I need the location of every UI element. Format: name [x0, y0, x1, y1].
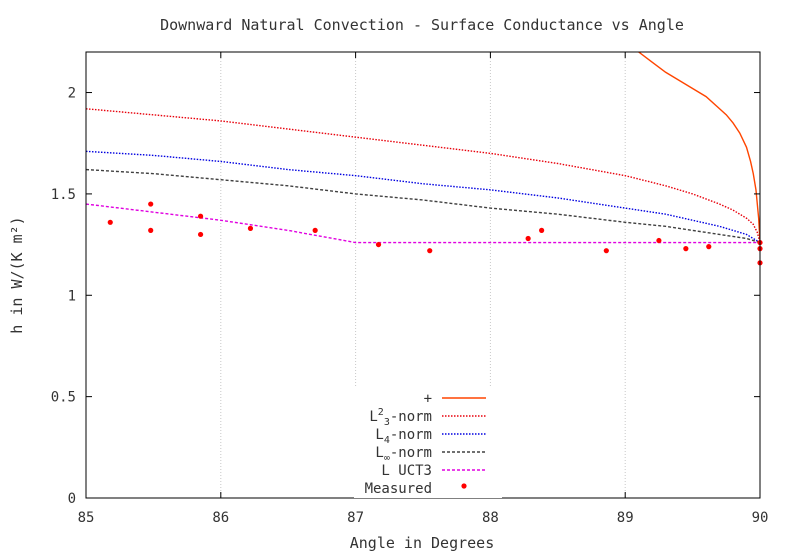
y-tick-label: 0 [68, 491, 76, 507]
measured-point [683, 246, 689, 252]
y-tick-label: 0.5 [51, 390, 76, 406]
series-line-2 [86, 108, 760, 243]
legend-swatch-measured [461, 483, 467, 489]
measured-point [197, 231, 204, 238]
x-gridlines [220, 52, 626, 498]
y-axis-title: h in W/(K m²) [8, 216, 26, 333]
series-line-4 [86, 168, 760, 244]
y-tick-label: 1.5 [51, 187, 76, 203]
measured-point [148, 201, 154, 207]
measured-point [656, 237, 662, 244]
x-tick-label: 88 [482, 510, 499, 526]
x-axis-title: Angle in Degrees [350, 534, 495, 552]
x-tick-label: 89 [617, 510, 634, 526]
measured-point [539, 227, 545, 233]
measured-point [603, 248, 609, 254]
x-tick-label: 85 [78, 510, 95, 526]
measured-point [107, 219, 113, 225]
measured-point [427, 248, 433, 254]
measured-point [197, 213, 204, 219]
measured-point [525, 235, 531, 242]
measured-points [107, 201, 763, 266]
x-tick-label: 90 [752, 510, 769, 526]
measured-point [706, 244, 712, 250]
series-line-5 [86, 203, 760, 244]
legend-label-5: L UCT3 [381, 463, 432, 479]
chart-title: Downward Natural Convection - Surface Co… [160, 16, 684, 34]
x-tick-label: 86 [212, 510, 229, 526]
legend-label-measured: Measured [365, 481, 432, 497]
series-line-1 [637, 52, 760, 243]
measured-point [312, 227, 318, 233]
series-line-3 [86, 150, 760, 244]
measured-point [148, 227, 154, 233]
y-tick-label: 1 [68, 288, 76, 304]
legend-label-2: L23-norm [369, 407, 432, 428]
y-tick-label: 2 [68, 86, 76, 102]
measured-point [247, 225, 254, 231]
measured-point [375, 241, 382, 248]
axis-tick-labels: 85 86 87 88 89 90 0 0.5 1 1.5 2 [51, 86, 769, 526]
legend-label-1: + [424, 391, 432, 407]
legend-label-3: L4-norm [375, 427, 432, 446]
x-tick-label: 87 [347, 510, 364, 526]
series-layer [86, 52, 760, 244]
legend-box [354, 386, 502, 498]
legend-label-4: L∞-norm [375, 445, 432, 464]
